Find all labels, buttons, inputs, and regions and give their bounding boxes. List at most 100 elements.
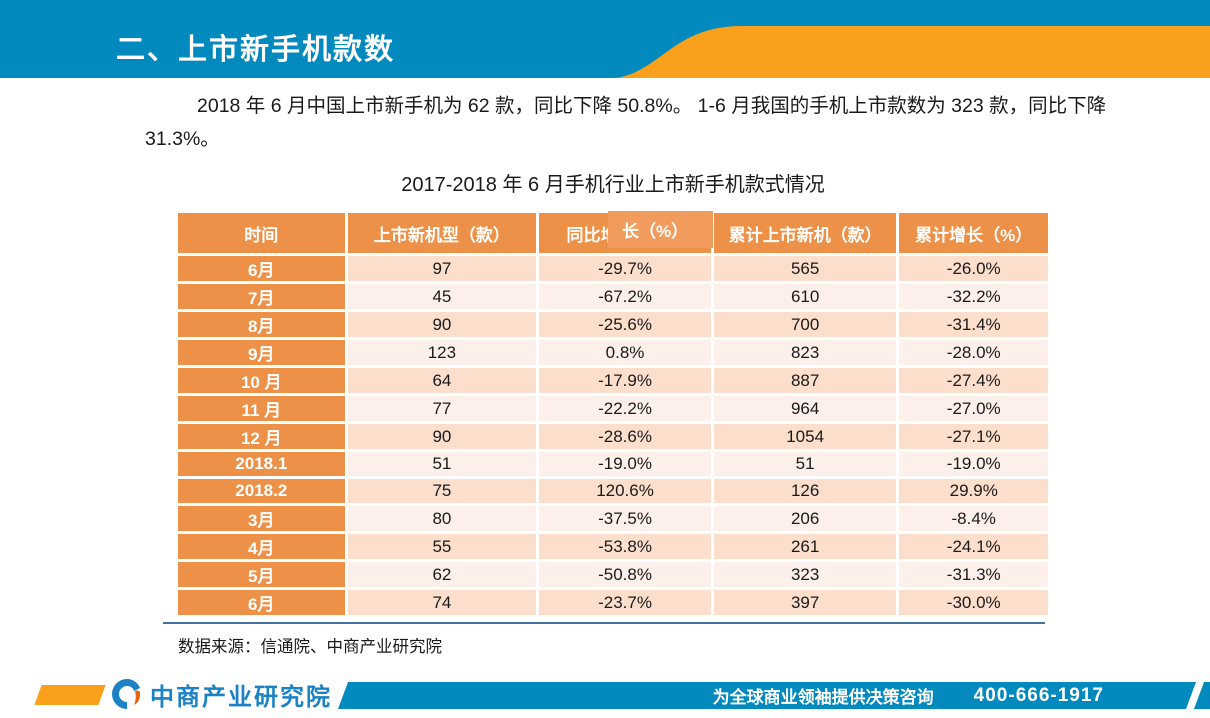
row-header-cell: 10 月 [178, 368, 345, 393]
row-header-cell: 5月 [178, 562, 345, 587]
table-row: 12 月 90 -28.6% 1054 -27.1% [178, 424, 1048, 449]
table-row: 11 月 77 -22.2% 964 -27.0% [178, 396, 1048, 421]
data-cell: 120.6% [539, 479, 711, 503]
table-row: 7月 45 -67.2% 610 -32.2% [178, 284, 1048, 309]
table-row: 2018.1 51 -19.0% 51 -19.0% [178, 452, 1048, 476]
data-cell: -19.0% [899, 452, 1048, 476]
data-cell: 64 [347, 368, 537, 393]
data-cell: 126 [713, 479, 897, 503]
data-cell: -27.4% [899, 368, 1048, 393]
title-bar: 二、上市新手机款数 [0, 0, 1210, 78]
logo-text: 中商产业研究院 [150, 683, 332, 711]
data-cell: -27.1% [899, 424, 1048, 449]
col-header-new-models: 上市新机型（款） [347, 213, 537, 253]
data-cell: -50.8% [539, 562, 711, 587]
table-row: 3月 80 -37.5% 206 -8.4% [178, 506, 1048, 531]
data-cell: 90 [347, 424, 537, 449]
data-cell: 97 [347, 256, 537, 281]
row-header-cell: 9月 [178, 340, 345, 365]
data-cell: 51 [713, 452, 897, 476]
data-cell: -24.1% [899, 534, 1048, 559]
row-header-cell: 3月 [178, 506, 345, 531]
data-cell: 90 [347, 312, 537, 337]
table-row: 8月 90 -25.6% 700 -31.4% [178, 312, 1048, 337]
header-patch-label: 长（%） [622, 222, 689, 241]
data-cell: 45 [347, 284, 537, 309]
data-cell: -31.3% [899, 562, 1048, 587]
data-cell: -67.2% [539, 284, 711, 309]
company-logo: 中商产业研究院 [110, 676, 332, 712]
data-cell: -32.2% [899, 284, 1048, 309]
data-cell: 610 [713, 284, 897, 309]
data-cell: -31.4% [899, 312, 1048, 337]
data-cell: 887 [713, 368, 897, 393]
data-table-container: 时间 上市新机型（款） 同比增长（%） 累计上市新机（款） 累计增长（%） 6月… [175, 210, 1055, 618]
table-row: 2018.2 75 120.6% 126 29.9% [178, 479, 1048, 503]
data-cell: -53.8% [539, 534, 711, 559]
data-table: 时间 上市新机型（款） 同比增长（%） 累计上市新机（款） 累计增长（%） 6月… [175, 210, 1051, 618]
data-cell: 77 [347, 396, 537, 421]
row-header-cell: 12 月 [178, 424, 345, 449]
data-cell: -23.7% [539, 590, 711, 615]
col-header-time: 时间 [178, 213, 345, 253]
row-header-cell: 4月 [178, 534, 345, 559]
data-cell: 75 [347, 479, 537, 503]
row-header-cell: 11 月 [178, 396, 345, 421]
col-header-cum-growth: 累计增长（%） [899, 213, 1048, 253]
divider-line [163, 622, 1045, 624]
data-cell: 80 [347, 506, 537, 531]
row-header-cell: 6月 [178, 590, 345, 615]
data-cell: 74 [347, 590, 537, 615]
data-cell: -19.0% [539, 452, 711, 476]
data-cell: 206 [713, 506, 897, 531]
footer-slogan: 为全球商业领袖提供决策咨询 [712, 688, 934, 707]
data-cell: 823 [713, 340, 897, 365]
header-overlay-patch: 长（%） [608, 211, 713, 248]
footer-phone: 400-666-1917 [973, 684, 1104, 706]
data-cell: -37.5% [539, 506, 711, 531]
table-row: 10 月 64 -17.9% 887 -27.4% [178, 368, 1048, 393]
row-header-cell: 2018.1 [178, 452, 345, 476]
page-title: 二、上市新手机款数 [116, 34, 396, 66]
data-cell: 62 [347, 562, 537, 587]
row-header-cell: 7月 [178, 284, 345, 309]
data-cell: 55 [347, 534, 537, 559]
data-cell: 123 [347, 340, 537, 365]
col-header-cumulative: 累计上市新机（款） [713, 213, 897, 253]
table-row: 6月 74 -23.7% 397 -30.0% [178, 590, 1048, 615]
row-header-cell: 6月 [178, 256, 345, 281]
data-cell: 700 [713, 312, 897, 337]
data-cell: -22.2% [539, 396, 711, 421]
data-cell: 0.8% [539, 340, 711, 365]
data-cell: -29.7% [539, 256, 711, 281]
data-cell: -17.9% [539, 368, 711, 393]
footer-band: 为全球商业领袖提供决策咨询 400-666-1917 [338, 682, 1196, 709]
data-cell: -26.0% [899, 256, 1048, 281]
orange-swoosh-icon [615, 26, 1210, 78]
data-cell: 1054 [713, 424, 897, 449]
company-logo-icon [112, 679, 141, 709]
data-cell: 29.9% [899, 479, 1048, 503]
row-header-cell: 8月 [178, 312, 345, 337]
data-cell: 565 [713, 256, 897, 281]
footer-band-tip-decoration [1194, 682, 1210, 709]
data-cell: -30.0% [899, 590, 1048, 615]
data-cell: 397 [713, 590, 897, 615]
source-note: 数据来源：信通院、中商产业研究院 [178, 638, 442, 656]
intro-paragraph: 2018 年 6 月中国上市新手机为 62 款，同比下降 50.8%。 1-6 … [145, 95, 1107, 150]
data-cell: 261 [713, 534, 897, 559]
table-row: 4月 55 -53.8% 261 -24.1% [178, 534, 1048, 559]
table-row: 5月 62 -50.8% 323 -31.3% [178, 562, 1048, 587]
table-row: 9月 123 0.8% 823 -28.0% [178, 340, 1048, 365]
data-cell: -25.6% [539, 312, 711, 337]
table-title: 2017-2018 年 6 月手机行业上市新手机款式情况 [401, 174, 825, 196]
data-cell: -28.0% [899, 340, 1048, 365]
data-cell: -8.4% [899, 506, 1048, 531]
data-cell: 51 [347, 452, 537, 476]
data-cell: 964 [713, 396, 897, 421]
row-header-cell: 2018.2 [178, 479, 345, 503]
data-cell: -27.0% [899, 396, 1048, 421]
orange-parallelogram-decoration [34, 685, 106, 705]
table-row: 6月 97 -29.7% 565 -26.0% [178, 256, 1048, 281]
